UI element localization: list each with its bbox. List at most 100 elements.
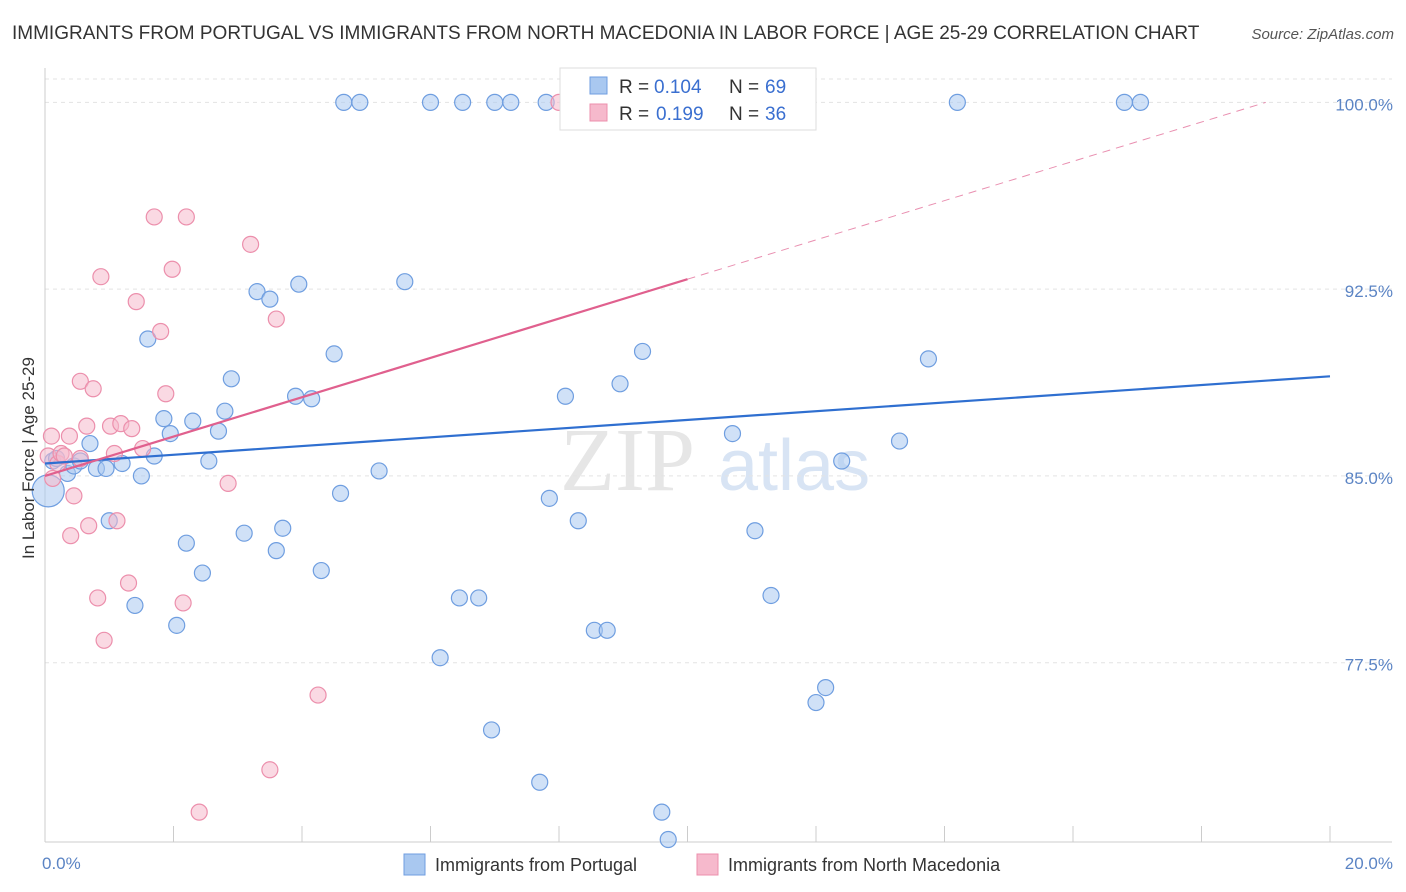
point-north-macedonia — [42, 427, 61, 445]
point-portugal — [139, 330, 157, 348]
point-portugal — [261, 290, 279, 308]
point-north-macedonia — [219, 474, 237, 493]
y-tick-label: 100.0% — [1335, 95, 1393, 114]
x-tick-label-min: 0.0% — [42, 854, 81, 873]
point-portugal — [746, 522, 764, 540]
series-legend: Immigrants from Portugal Immigrants from… — [403, 853, 1001, 876]
point-portugal — [948, 93, 966, 111]
point-portugal — [1115, 93, 1134, 111]
point-portugal — [454, 93, 472, 111]
watermark-zip: ZIP — [560, 411, 695, 510]
point-north-macedonia — [157, 385, 175, 403]
legend-box-n-label-2: N = — [729, 104, 759, 125]
point-north-macedonia — [177, 208, 195, 226]
legend-box-r-label-1: R = — [619, 77, 649, 98]
point-portugal — [659, 830, 677, 849]
point-portugal — [569, 512, 587, 530]
point-north-macedonia — [71, 372, 89, 390]
legend-box-r-value-2: 0.199 — [656, 104, 704, 125]
point-portugal — [502, 93, 520, 111]
point-portugal — [193, 564, 212, 582]
legend-box-swatch-portugal — [589, 76, 608, 95]
trend-lines — [44, 101, 1331, 477]
point-north-macedonia — [163, 260, 181, 278]
point-north-macedonia — [127, 293, 145, 311]
point-north-macedonia — [261, 761, 279, 779]
trend-extension-north-macedonia — [687, 101, 1266, 280]
chart-source: Source: ZipAtlas.com — [1251, 26, 1394, 43]
point-north-macedonia — [71, 449, 89, 468]
legend-box-n-value-1: 69 — [765, 77, 786, 98]
legend-box-n-label-1: N = — [729, 77, 759, 98]
point-portugal — [470, 589, 488, 607]
point-portugal — [132, 467, 150, 485]
point-north-macedonia — [84, 380, 102, 398]
legend-box-r-value-1: 0.104 — [654, 77, 702, 98]
point-portugal — [222, 370, 240, 388]
point-north-macedonia — [95, 631, 113, 649]
point-portugal — [351, 93, 369, 111]
point-north-macedonia — [242, 235, 260, 253]
legend-swatch-north-macedonia — [696, 853, 719, 876]
point-north-macedonia — [89, 589, 107, 607]
point-north-macedonia — [123, 420, 141, 438]
point-portugal — [450, 589, 469, 607]
point-portugal — [431, 649, 449, 667]
point-portugal — [325, 345, 343, 363]
point-portugal — [370, 462, 388, 480]
point-portugal — [421, 93, 440, 111]
point-north-macedonia — [65, 487, 83, 505]
y-tick-labels: 77.5% 85.0% 92.5% 100.0% — [1335, 95, 1393, 674]
point-portugal — [1131, 93, 1150, 111]
legend-box-swatch-north-macedonia — [589, 103, 608, 122]
point-north-macedonia — [267, 310, 285, 328]
trend-line-north-macedonia — [44, 278, 688, 477]
y-tick-label: 77.5% — [1345, 656, 1393, 675]
point-portugal — [807, 693, 825, 712]
point-north-macedonia — [174, 594, 192, 612]
correlation-legend-box: R = 0.104 N = 69 R = 0.199 N = 36 — [559, 67, 817, 131]
point-portugal — [331, 484, 350, 502]
point-portugal — [312, 561, 330, 580]
scatter-points — [31, 93, 1150, 849]
y-axis-label: In Labor Force | Age 25-29 — [19, 357, 38, 559]
point-portugal — [598, 621, 616, 639]
point-portugal — [817, 679, 835, 697]
point-portugal — [335, 93, 353, 111]
legend-label-portugal: Immigrants from Portugal — [435, 855, 637, 875]
point-north-macedonia — [309, 686, 327, 704]
point-portugal — [540, 489, 558, 507]
point-portugal — [396, 273, 414, 291]
point-portugal — [633, 342, 652, 361]
point-portugal — [556, 387, 575, 405]
point-portugal — [723, 424, 742, 443]
legend-box-r-label-2: R = — [619, 104, 649, 125]
point-portugal — [81, 434, 99, 453]
point-north-macedonia — [190, 803, 208, 821]
point-north-macedonia — [152, 322, 170, 341]
chart-title: IMMIGRANTS FROM PORTUGAL VS IMMIGRANTS F… — [12, 23, 1200, 44]
point-north-macedonia — [145, 208, 163, 226]
point-north-macedonia — [80, 517, 98, 535]
point-portugal — [161, 424, 179, 443]
x-tick-label-max: 20.0% — [1345, 854, 1393, 873]
point-portugal — [168, 616, 186, 634]
point-portugal — [833, 452, 851, 470]
point-north-macedonia — [92, 268, 110, 286]
point-portugal — [274, 519, 292, 537]
point-portugal — [184, 412, 202, 430]
y-tick-label: 92.5% — [1345, 282, 1393, 301]
point-portugal — [482, 721, 501, 739]
point-portugal — [177, 534, 195, 552]
point-portugal — [155, 410, 173, 428]
point-portugal — [531, 773, 549, 791]
legend-swatch-portugal — [403, 853, 426, 876]
point-north-macedonia — [62, 527, 80, 545]
point-north-macedonia — [119, 574, 138, 592]
point-portugal — [762, 586, 780, 605]
point-portugal — [919, 350, 938, 368]
point-portugal — [890, 432, 909, 450]
point-portugal — [486, 93, 504, 111]
point-portugal — [653, 803, 671, 821]
